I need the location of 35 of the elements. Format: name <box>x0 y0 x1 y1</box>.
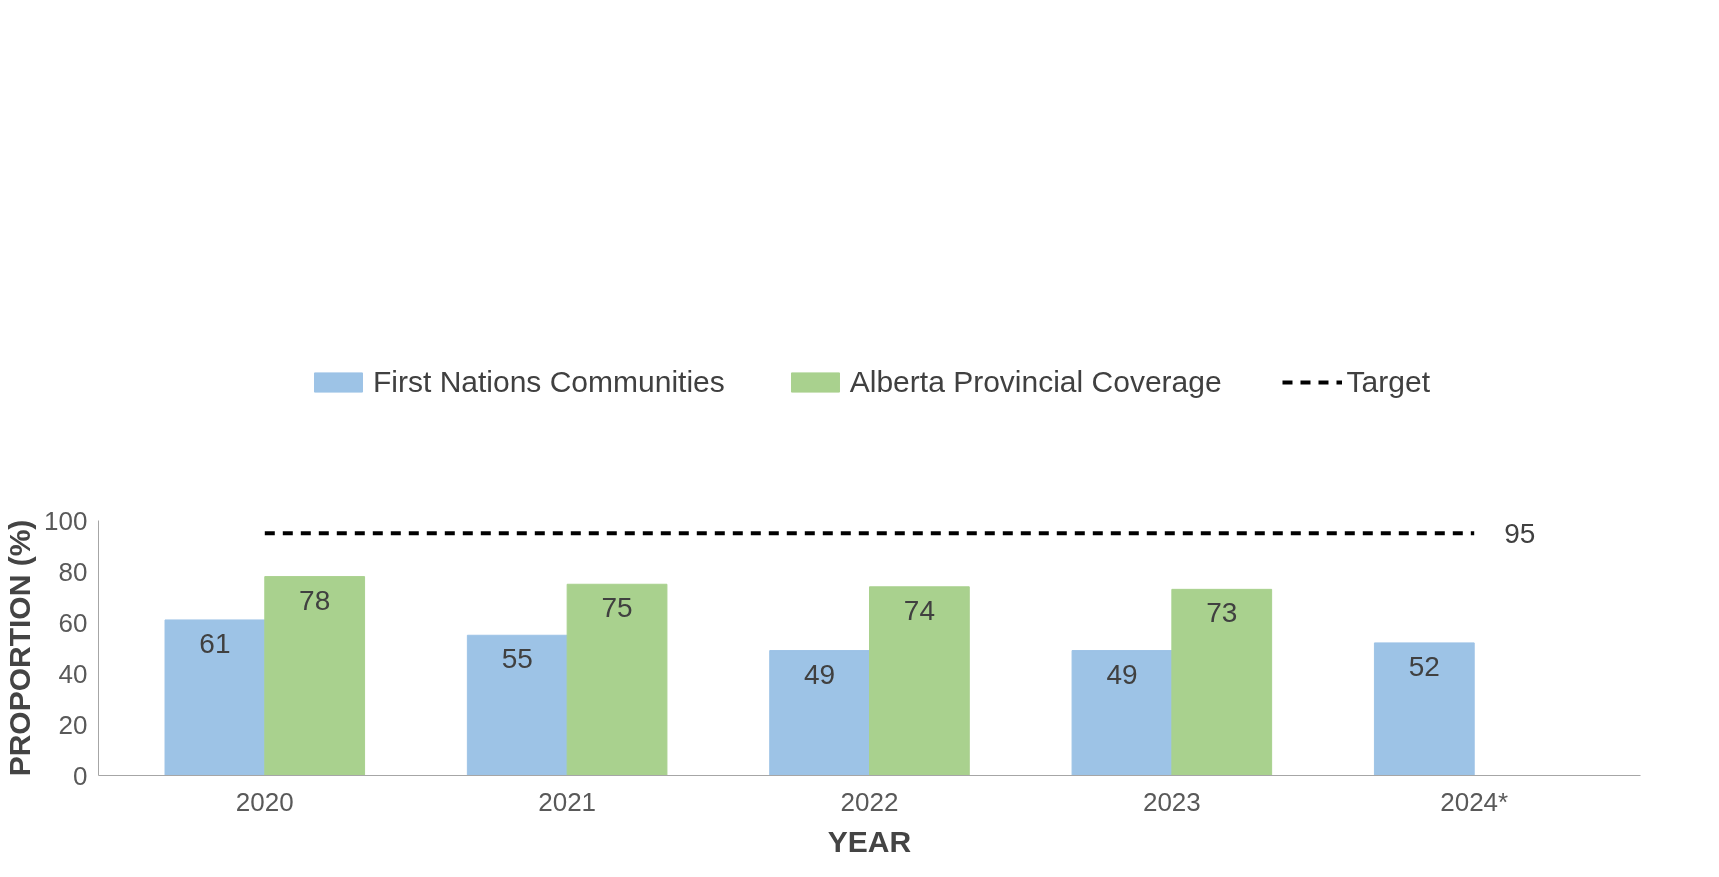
legend-label: First Nations Communities <box>372 364 725 399</box>
data-label: 49 <box>1106 658 1138 690</box>
bar <box>264 576 366 776</box>
legend-label: Alberta Provincial Coverage <box>849 364 1222 399</box>
bar <box>1171 588 1273 776</box>
bar <box>1071 650 1173 776</box>
x-tick-label: 2024* <box>1440 786 1509 817</box>
y-axis-title: PROPORTION (%) <box>3 519 37 777</box>
data-label: 61 <box>199 627 231 659</box>
y-tick-label: 80 <box>58 556 88 587</box>
x-tick-label: 2021 <box>538 786 597 817</box>
y-tick-label: 100 <box>44 505 88 536</box>
data-label: 52 <box>1408 650 1440 682</box>
data-label: 49 <box>804 658 836 690</box>
x-tick-label: 2020 <box>235 786 294 817</box>
x-tick-label: 2023 <box>1142 786 1201 817</box>
data-label: 73 <box>1206 597 1238 629</box>
x-tick-label: 2022 <box>840 786 899 817</box>
bar <box>164 619 266 776</box>
bar <box>466 634 568 776</box>
y-tick-label: 40 <box>58 658 88 689</box>
data-label: 95 <box>1504 517 1536 549</box>
y-tick-label: 60 <box>58 607 88 638</box>
data-label: 75 <box>601 592 633 624</box>
data-label: 78 <box>299 584 331 616</box>
data-label: 74 <box>903 594 935 626</box>
data-label: 55 <box>501 643 533 675</box>
y-tick-label: 20 <box>58 709 88 740</box>
x-axis-title: YEAR <box>827 824 912 858</box>
y-tick-label: 0 <box>73 760 88 791</box>
bar <box>1373 642 1475 776</box>
bar <box>869 586 970 776</box>
bar <box>566 583 668 776</box>
legend-label: Target <box>1346 364 1431 399</box>
bar <box>769 650 870 776</box>
